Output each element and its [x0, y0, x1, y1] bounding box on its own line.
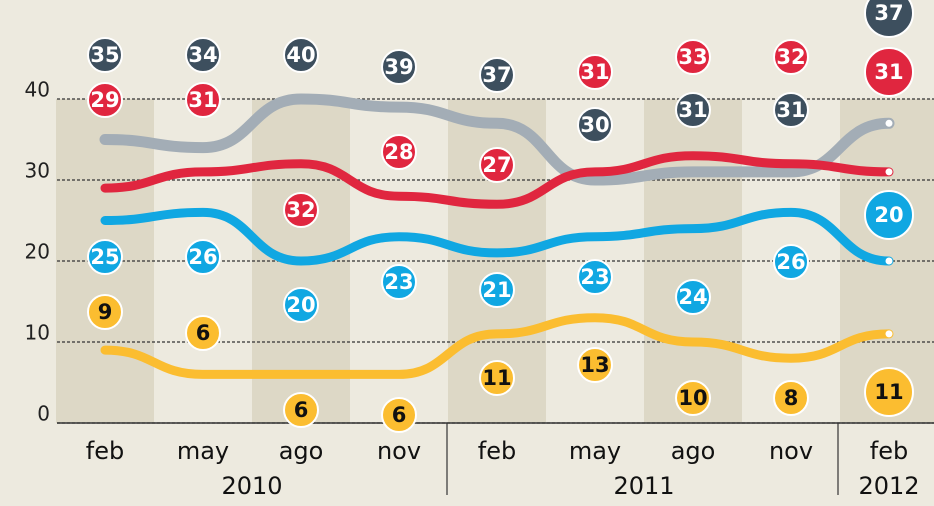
x-tick-label: feb	[86, 437, 124, 465]
value-label: 6	[392, 403, 407, 427]
value-bubble	[773, 39, 809, 75]
value-label: 11	[874, 380, 903, 404]
series-line	[100, 151, 894, 209]
x-tick-label: feb	[870, 437, 908, 465]
value-label: 31	[188, 88, 217, 112]
x-tick-label: ago	[671, 437, 716, 465]
value-bubble	[381, 397, 417, 433]
value-bubble	[773, 92, 809, 128]
value-bubble	[577, 347, 613, 383]
value-label: 24	[678, 285, 707, 309]
value-bubble	[185, 315, 221, 351]
value-bubble	[185, 37, 221, 73]
value-bubble	[87, 294, 123, 330]
value-label: 6	[196, 321, 211, 345]
value-label: 8	[784, 386, 799, 410]
value-label: 30	[580, 113, 609, 137]
value-label: 27	[482, 153, 511, 177]
value-bubble	[479, 57, 515, 93]
value-bubble	[479, 360, 515, 396]
value-bubble	[381, 49, 417, 85]
value-label: 20	[286, 293, 315, 317]
value-bubble	[675, 279, 711, 315]
value-label: 21	[482, 278, 511, 302]
value-label: 6	[294, 398, 309, 422]
value-bubble	[577, 107, 613, 143]
value-bubble	[381, 134, 417, 170]
value-label: 32	[286, 198, 315, 222]
y-tick-label: 20	[25, 240, 50, 264]
value-bubble	[675, 39, 711, 75]
y-tick-label: 30	[25, 159, 50, 183]
value-bubble	[675, 380, 711, 416]
value-label: 11	[482, 366, 511, 390]
value-label: 20	[874, 203, 903, 227]
value-label: 37	[482, 63, 511, 87]
x-tick-label: nov	[377, 437, 421, 465]
series-line	[100, 207, 894, 266]
value-label: 9	[98, 300, 113, 324]
value-bubble	[283, 392, 319, 428]
value-bubble	[87, 37, 123, 73]
series-line	[99, 93, 895, 186]
value-label: 29	[90, 88, 119, 112]
value-label: 34	[188, 43, 217, 67]
series-line	[100, 313, 894, 379]
x-tick-label: ago	[279, 437, 324, 465]
value-bubble	[479, 272, 515, 308]
value-label: 23	[384, 270, 413, 294]
value-label: 25	[90, 245, 119, 269]
year-label: 2010	[221, 472, 282, 500]
end-dot	[885, 119, 893, 127]
end-dot	[885, 330, 893, 338]
value-bubble	[185, 239, 221, 275]
value-label: 31	[678, 98, 707, 122]
value-bubble	[675, 92, 711, 128]
x-tick-label: nov	[769, 437, 813, 465]
value-bubble	[283, 192, 319, 228]
value-bubble	[864, 367, 914, 417]
value-bubble	[283, 287, 319, 323]
value-label: 26	[188, 245, 217, 269]
value-label: 40	[286, 43, 315, 67]
value-bubble	[864, 190, 914, 240]
value-label: 26	[776, 250, 805, 274]
value-label: 31	[874, 60, 903, 84]
y-tick-label: 10	[25, 321, 50, 345]
value-bubble	[479, 147, 515, 183]
value-label: 39	[384, 55, 413, 79]
value-label: 32	[776, 45, 805, 69]
value-bubble	[87, 82, 123, 118]
value-bubble	[381, 264, 417, 300]
value-bubble	[864, 47, 914, 97]
value-label: 31	[580, 60, 609, 84]
value-label: 28	[384, 140, 413, 164]
value-bubble	[577, 259, 613, 295]
year-label: 2011	[613, 472, 674, 500]
y-tick-label: 40	[25, 78, 50, 102]
end-dot	[885, 257, 893, 265]
value-label: 10	[678, 386, 707, 410]
value-bubble	[185, 82, 221, 118]
value-label: 23	[580, 265, 609, 289]
year-label: 2012	[858, 472, 919, 500]
end-dot	[885, 168, 893, 176]
x-tick-label: feb	[478, 437, 516, 465]
value-label: 37	[874, 1, 903, 25]
value-label: 13	[580, 353, 609, 377]
value-bubble	[283, 37, 319, 73]
value-bubble	[864, 0, 914, 38]
x-tick-label: may	[569, 437, 621, 465]
value-bubble	[773, 380, 809, 416]
value-label: 35	[90, 43, 119, 67]
x-tick-label: may	[177, 437, 229, 465]
value-label: 33	[678, 45, 707, 69]
value-bubble	[577, 54, 613, 90]
value-label: 31	[776, 98, 805, 122]
y-tick-label: 0	[37, 402, 50, 426]
value-bubble	[773, 244, 809, 280]
value-bubble	[87, 239, 123, 275]
